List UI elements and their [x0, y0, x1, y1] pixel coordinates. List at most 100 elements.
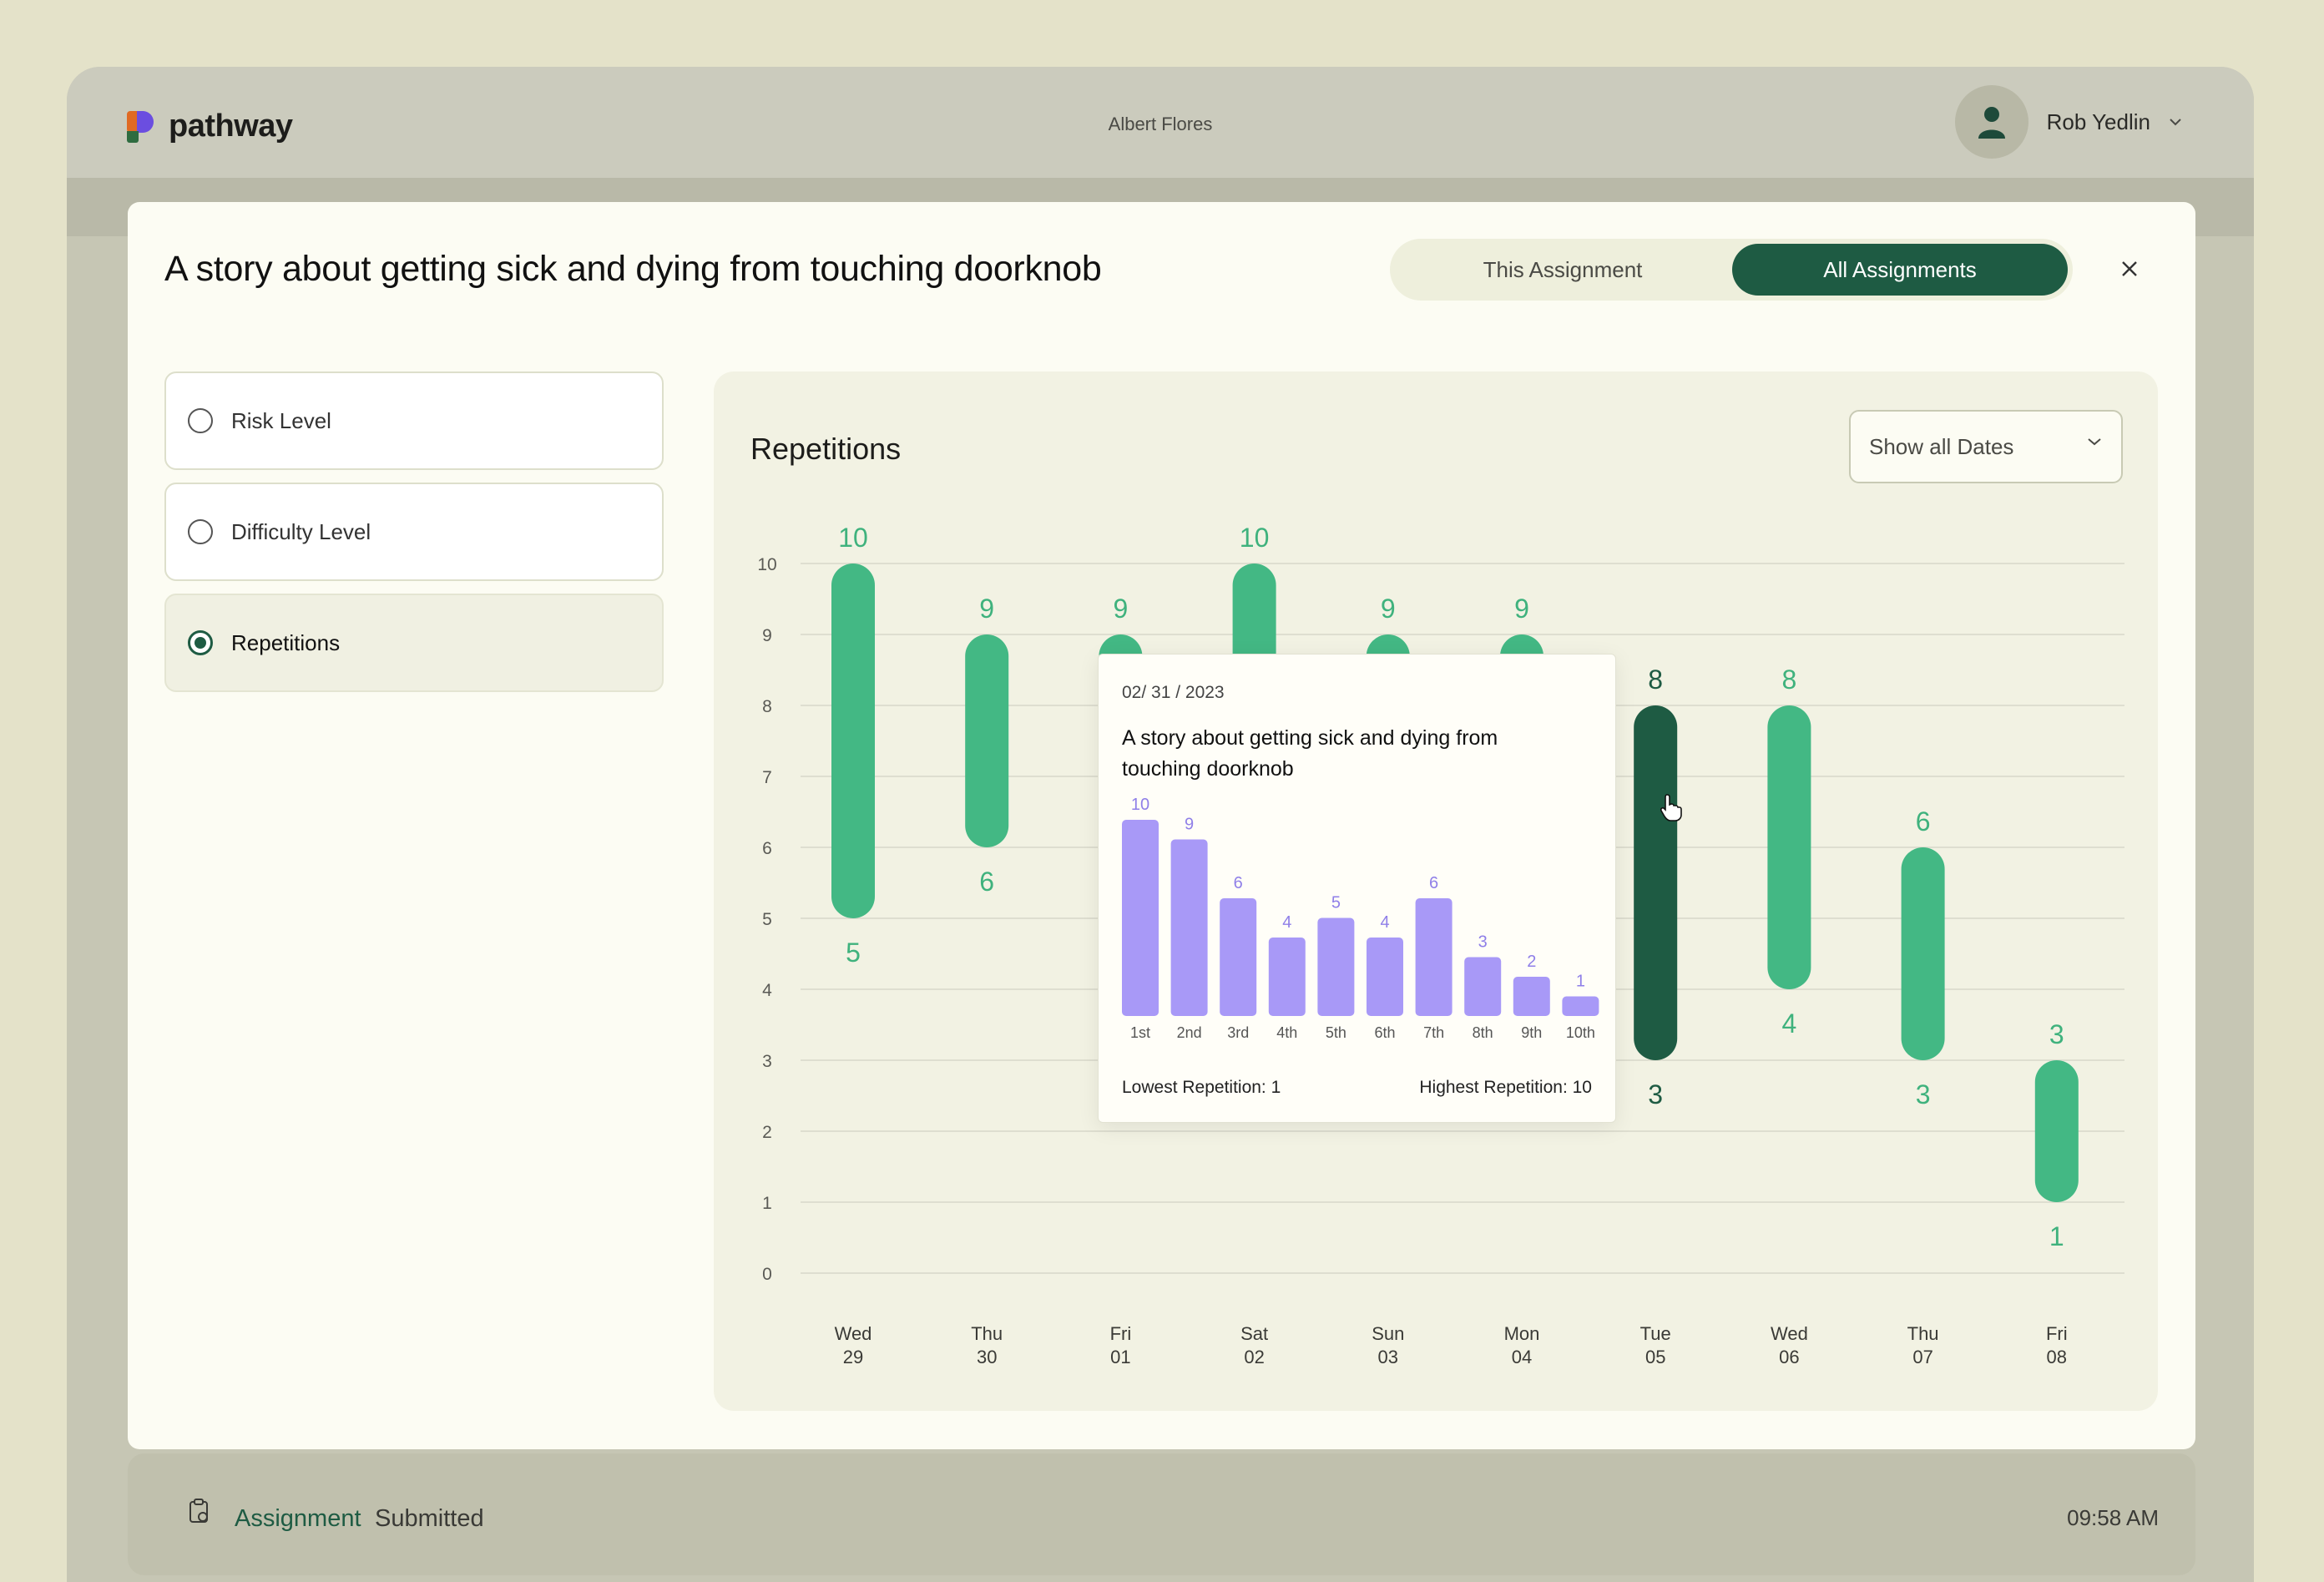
avatar[interactable]	[1954, 85, 2028, 159]
x-day-label: Tue	[1640, 1323, 1671, 1344]
x-day-label: Wed	[1771, 1323, 1808, 1344]
x-date-label: 02	[1244, 1347, 1264, 1367]
mini-bar-label: 6th	[1374, 1024, 1395, 1041]
low-value-label: 6	[979, 867, 994, 897]
mini-bar	[1220, 898, 1257, 1016]
mini-bar	[1170, 839, 1208, 1016]
tooltip-title: A story about getting sick and dying fro…	[1122, 726, 1498, 781]
x-day-label: Thu	[1907, 1323, 1939, 1344]
low-value-label: 4	[1782, 1008, 1797, 1039]
mini-bar-value: 6	[1429, 874, 1438, 892]
mini-bar-value: 10	[1131, 796, 1149, 814]
x-day-label: Sat	[1240, 1323, 1268, 1344]
chevron-down-icon	[2088, 438, 2101, 446]
x-date-label: 30	[977, 1347, 997, 1367]
y-tick-label: 10	[757, 555, 776, 574]
user-icon	[1978, 107, 2005, 139]
option-repetitions[interactable]: Repetitions	[164, 594, 664, 692]
tooltip-highest: Highest Repetition: 10	[1419, 1078, 1592, 1097]
mini-bar	[1464, 957, 1502, 1016]
high-value-label: 9	[1114, 594, 1129, 624]
user-menu[interactable]: Rob Yedlin	[1954, 85, 2182, 159]
high-value-label: 8	[1782, 665, 1797, 695]
x-day-label: Mon	[1504, 1323, 1540, 1344]
high-value-label: 3	[2049, 1019, 2064, 1049]
y-tick-label: 4	[762, 981, 772, 1000]
radio-button-selected[interactable]	[188, 630, 213, 655]
radio-button[interactable]	[188, 408, 213, 433]
tooltip-lowest: Lowest Repetition: 1	[1122, 1078, 1281, 1097]
option-label: Difficulty Level	[231, 518, 371, 544]
student-name: Albert Flores	[1108, 114, 1213, 134]
date-filter-select[interactable]: Show all Dates	[1849, 410, 2123, 483]
option-difficulty-level[interactable]: Difficulty Level	[164, 483, 664, 581]
high-value-label: 9	[1381, 594, 1396, 624]
x-day-label: Fri	[2046, 1323, 2068, 1344]
mini-bar-value: 1	[1576, 973, 1585, 991]
high-value-label: 9	[979, 594, 994, 624]
option-risk-level[interactable]: Risk Level	[164, 371, 664, 470]
mini-bar-value: 4	[1380, 913, 1389, 932]
x-date-label: 04	[1512, 1347, 1532, 1367]
tab-all-assignments[interactable]: All Assignments	[1732, 244, 2068, 296]
mini-bar	[1513, 977, 1550, 1016]
mini-bar	[1562, 996, 1599, 1016]
range-bar	[2034, 1060, 2079, 1202]
mini-bar-value: 3	[1478, 933, 1488, 952]
chart-title: Repetitions	[750, 432, 902, 466]
high-value-label: 10	[838, 523, 868, 553]
mini-bar	[1415, 898, 1452, 1016]
tab-this-assignment[interactable]: This Assignment	[1483, 256, 1643, 282]
close-icon	[2122, 261, 2137, 276]
range-bar	[965, 634, 1009, 847]
y-tick-label: 7	[762, 768, 772, 787]
metric-options: Risk Level Difficulty Level Repetitions	[164, 371, 664, 705]
mini-bar-value: 5	[1331, 894, 1341, 912]
tooltip-mini-chart: 10 1st 9 2nd 6 3rd 4 4th 5 5th 4 6th 6 7th 3 8th 2 9th 1 10…	[1122, 796, 1599, 1041]
high-value-label: 9	[1514, 594, 1529, 624]
chevron-down-icon[interactable]	[2169, 118, 2182, 126]
y-tick-label: 6	[762, 839, 772, 858]
brand-logo[interactable]: pathway	[127, 109, 293, 144]
pathway-logo-icon	[127, 110, 155, 143]
mini-bar-label: 8th	[1473, 1024, 1493, 1041]
mini-bar-label: 5th	[1326, 1024, 1346, 1041]
mini-bar-label: 9th	[1521, 1024, 1542, 1041]
low-value-label: 3	[1916, 1079, 1931, 1109]
notification-link[interactable]: Assignment	[235, 1505, 361, 1532]
y-tick-label: 2	[762, 1123, 772, 1142]
notification-time: 09:58 AM	[2067, 1505, 2159, 1530]
x-date-label: 03	[1378, 1347, 1398, 1367]
y-tick-label: 3	[762, 1052, 772, 1071]
brand-name: pathway	[169, 109, 293, 144]
low-value-label: 1	[2049, 1221, 2064, 1251]
mini-bar-label: 3rd	[1227, 1024, 1249, 1041]
low-value-label: 5	[846, 938, 861, 968]
mini-bar-value: 2	[1527, 953, 1536, 971]
high-value-label: 10	[1240, 523, 1270, 553]
mini-bar-label: 1st	[1130, 1024, 1150, 1041]
assignment-scope-toggle: This Assignment All Assignments	[1390, 239, 2073, 301]
x-day-label: Thu	[971, 1323, 1003, 1344]
y-tick-label: 1	[762, 1194, 772, 1213]
high-value-label: 6	[1916, 806, 1931, 836]
mini-bar	[1317, 917, 1355, 1016]
notification-bar[interactable]: Assignment Submitted 09:58 AM	[128, 1453, 2195, 1575]
top-bar: pathway Albert Flores Rob Yedlin	[67, 67, 2254, 178]
mini-bar-value: 6	[1234, 874, 1243, 892]
chart-tooltip: 02/ 31 / 2023 A story about getting sick…	[1098, 654, 1616, 1123]
mini-bar	[1367, 938, 1403, 1016]
close-button[interactable]	[2113, 252, 2146, 286]
option-label: Repetitions	[231, 629, 341, 655]
y-tick-label: 5	[762, 910, 772, 929]
range-bar	[1634, 705, 1678, 1060]
date-filter-value: Show all Dates	[1869, 433, 2014, 459]
mini-bar	[1122, 820, 1159, 1016]
mini-bar-label: 7th	[1423, 1024, 1444, 1041]
low-value-label: 3	[1648, 1079, 1663, 1109]
x-date-label: 01	[1110, 1347, 1130, 1367]
radio-button[interactable]	[188, 519, 213, 544]
x-date-label: 08	[2047, 1347, 2067, 1367]
hand-cursor-icon	[1660, 794, 1682, 821]
y-tick-label: 9	[762, 626, 772, 645]
